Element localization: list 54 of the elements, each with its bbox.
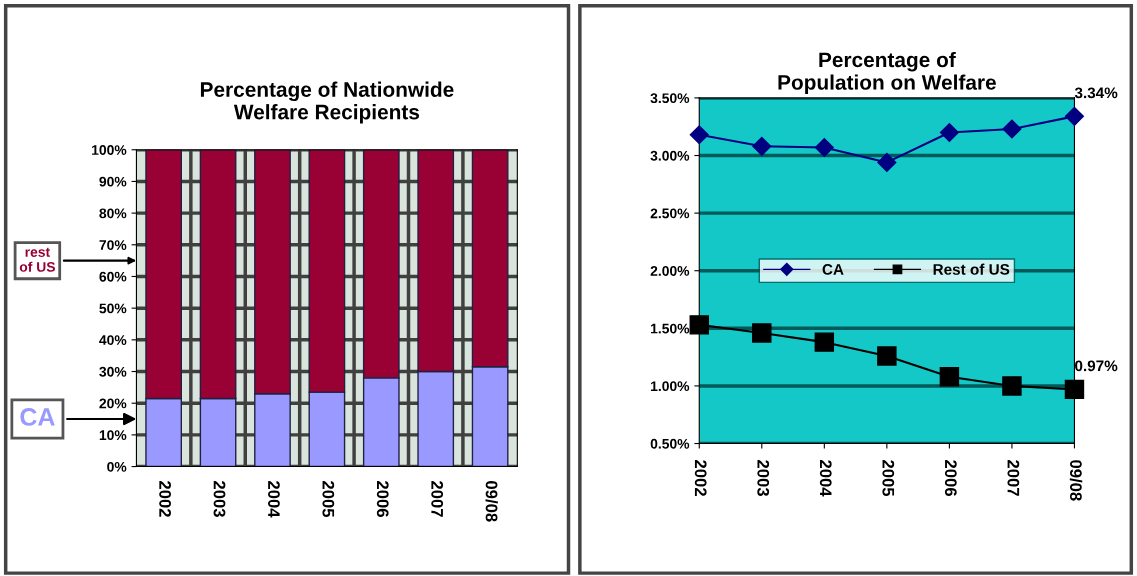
point xyxy=(814,332,835,352)
chart-title: Percentage of Nationwide Welfare Recipients xyxy=(200,81,454,124)
y-tick-label: 50% xyxy=(99,303,127,314)
point xyxy=(877,152,897,172)
y-tick-label: 60% xyxy=(99,271,127,282)
x-tick-label: 2004 xyxy=(268,481,280,518)
x-tick-label: 09/08 xyxy=(1069,460,1083,501)
point xyxy=(1064,379,1085,400)
y-tick-label: 1.50% xyxy=(651,323,690,334)
x-tick-label: 2004 xyxy=(819,460,832,497)
annotation: 0.97% xyxy=(1075,360,1118,372)
point xyxy=(1064,106,1084,126)
legend-label: Rest of US xyxy=(933,263,1010,275)
point xyxy=(689,315,709,335)
legend-label: CA xyxy=(822,264,844,275)
x-tick-label: 2006 xyxy=(376,481,389,517)
x-tick-label: 2005 xyxy=(882,460,895,497)
x-tick-label: 2007 xyxy=(1007,460,1020,496)
y-tick-label: 0% xyxy=(107,461,127,472)
y-tick-label: 1.00% xyxy=(651,381,690,392)
text: rest of US xyxy=(19,247,55,272)
y-tick-label: 2.50% xyxy=(650,208,690,219)
x-tick-label: 2002 xyxy=(694,460,707,496)
point xyxy=(689,125,709,145)
y-tick-label: 20% xyxy=(99,398,127,409)
point xyxy=(939,366,960,387)
chart-title: Percentage of Population on Welfare xyxy=(778,51,996,94)
point xyxy=(752,136,772,156)
x-tick-label: 2003 xyxy=(213,481,226,517)
point xyxy=(939,122,959,143)
y-tick-label: 10% xyxy=(99,430,127,441)
point xyxy=(1002,119,1022,139)
text: CA xyxy=(20,408,55,426)
y-tick-label: 40% xyxy=(99,335,127,346)
y-tick-label: 3.00% xyxy=(650,150,690,161)
y-tick-label: 0.50% xyxy=(650,438,690,449)
point xyxy=(752,323,772,343)
y-tick-label: 3.50% xyxy=(650,93,690,104)
y-tick-label: 100% xyxy=(92,145,127,155)
y-tick-label: 30% xyxy=(99,366,127,377)
y-tick-label: 80% xyxy=(99,208,127,219)
point xyxy=(877,346,897,366)
annotation: 3.34% xyxy=(1074,87,1118,99)
point xyxy=(1002,376,1022,396)
x-tick-label: 2002 xyxy=(159,481,171,517)
x-tick-label: 09/08 xyxy=(485,481,498,522)
x-tick-label: 2006 xyxy=(944,460,957,496)
point xyxy=(814,137,834,157)
y-tick-label: 2.00% xyxy=(650,266,690,276)
y-tick-label: 90% xyxy=(99,176,127,187)
x-tick-label: 2007 xyxy=(431,481,444,517)
x-tick-label: 2003 xyxy=(757,460,770,496)
y-tick-label: 70% xyxy=(99,240,127,250)
x-tick-label: 2005 xyxy=(322,481,335,518)
